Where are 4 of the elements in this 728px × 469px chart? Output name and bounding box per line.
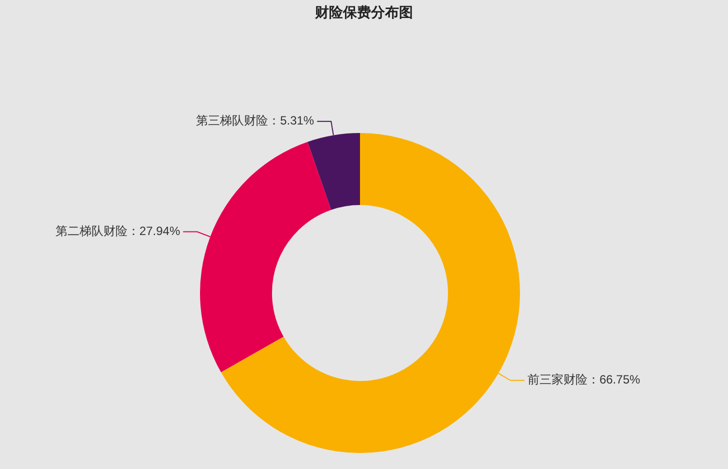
chart-title: 财险保费分布图 — [314, 4, 413, 20]
slice-label: 第三梯队财险：5.31% — [196, 114, 314, 128]
slice-label: 第二梯队财险：27.94% — [55, 224, 180, 238]
slice-label: 前三家财险：66.75% — [527, 372, 640, 387]
